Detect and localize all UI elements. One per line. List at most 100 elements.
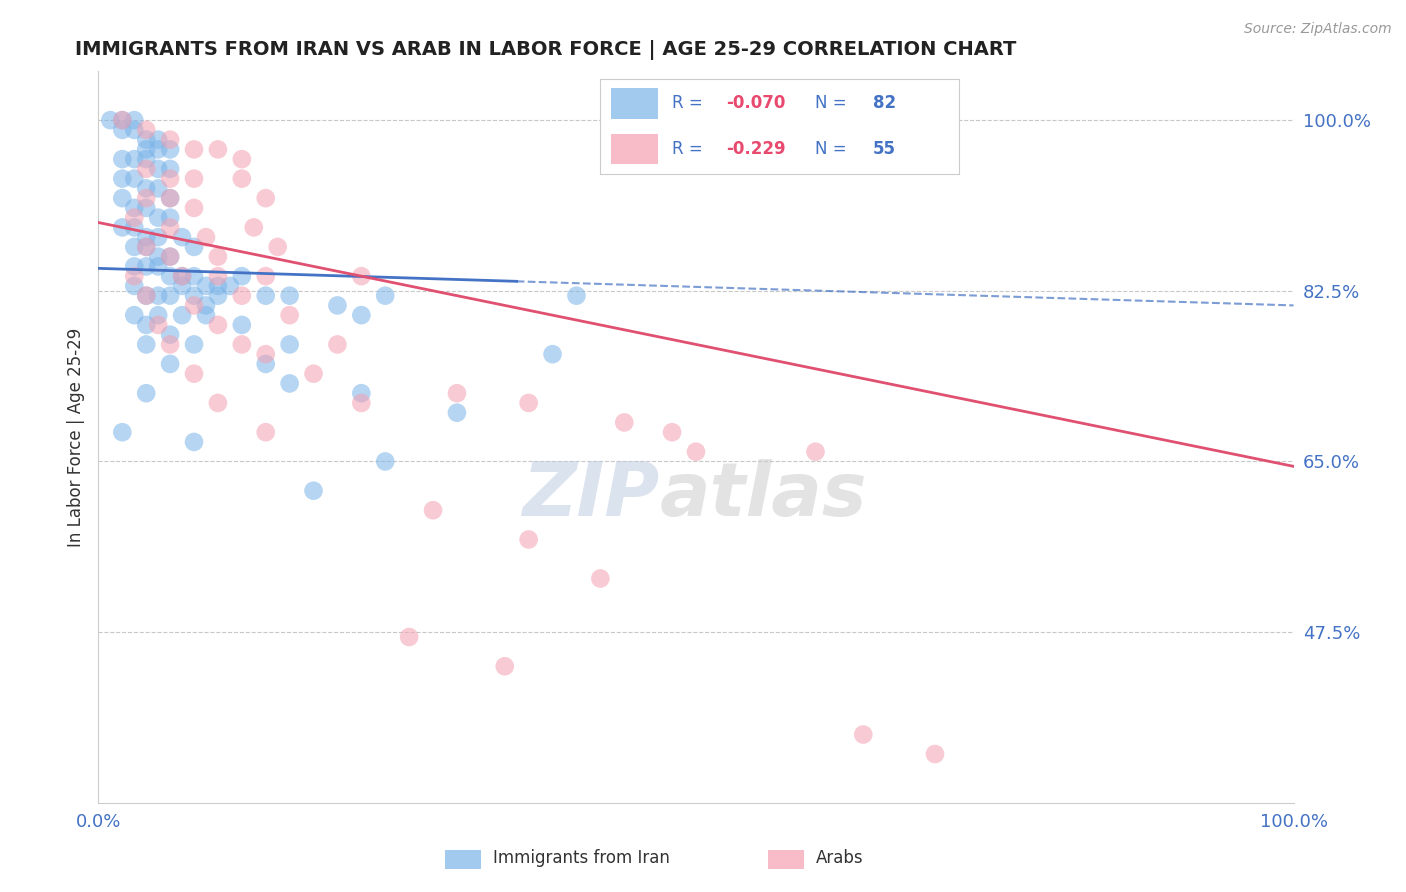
Point (159, 337, 181, 351)
Point (124, 308, 146, 322)
Point (172, 279, 194, 293)
Point (207, 279, 229, 293)
Point (135, 230, 157, 244)
Point (195, 279, 218, 293)
Point (517, 396, 540, 410)
Point (350, 269, 373, 284)
Point (135, 201, 157, 215)
Text: Source: ZipAtlas.com: Source: ZipAtlas.com (1244, 22, 1392, 37)
Point (231, 152, 253, 166)
Point (148, 250, 170, 264)
Point (111, 113, 134, 128)
Point (135, 240, 157, 254)
Text: ZIP: ZIP (523, 459, 661, 533)
Point (159, 191, 181, 205)
Point (231, 318, 253, 332)
Text: atlas: atlas (661, 459, 868, 533)
Point (111, 113, 134, 128)
Point (124, 113, 146, 128)
Point (111, 171, 134, 186)
Point (183, 240, 205, 254)
Point (159, 250, 181, 264)
Point (135, 152, 157, 166)
Point (278, 337, 301, 351)
Point (159, 171, 181, 186)
Point (148, 142, 170, 156)
Point (207, 396, 229, 410)
Point (183, 434, 205, 449)
Point (148, 133, 170, 147)
Point (195, 230, 218, 244)
Point (183, 288, 205, 302)
FancyBboxPatch shape (446, 850, 481, 869)
Point (124, 260, 146, 274)
Point (159, 327, 181, 342)
Point (159, 142, 181, 156)
Point (494, 659, 516, 673)
Point (135, 161, 157, 176)
Point (159, 269, 181, 284)
Point (124, 220, 146, 235)
Point (254, 347, 277, 361)
Point (135, 318, 157, 332)
Point (446, 386, 468, 401)
Point (124, 279, 146, 293)
Point (207, 142, 229, 156)
Point (219, 279, 242, 293)
Point (254, 191, 277, 205)
Point (183, 298, 205, 312)
Point (350, 386, 373, 401)
Point (183, 337, 205, 351)
Point (231, 337, 253, 351)
Point (278, 376, 301, 391)
Y-axis label: In Labor Force | Age 25-29: In Labor Force | Age 25-29 (66, 327, 84, 547)
Point (350, 308, 373, 322)
Point (243, 220, 266, 235)
Point (195, 308, 218, 322)
Point (148, 161, 170, 176)
Point (172, 230, 194, 244)
Point (159, 357, 181, 371)
Point (613, 416, 636, 430)
Point (278, 308, 301, 322)
Point (111, 425, 134, 440)
Point (207, 288, 229, 302)
Point (135, 191, 157, 205)
Point (422, 503, 444, 517)
Point (124, 269, 146, 284)
Point (159, 191, 181, 205)
Point (589, 572, 612, 586)
Point (326, 298, 349, 312)
Point (111, 191, 134, 205)
Point (148, 318, 170, 332)
Point (148, 308, 170, 322)
Point (124, 240, 146, 254)
Point (398, 630, 420, 644)
Point (124, 211, 146, 225)
FancyBboxPatch shape (768, 850, 804, 869)
Point (254, 269, 277, 284)
Point (111, 220, 134, 235)
Point (159, 161, 181, 176)
Text: Immigrants from Iran: Immigrants from Iran (494, 848, 669, 867)
Point (374, 454, 396, 468)
Point (124, 152, 146, 166)
Point (183, 142, 205, 156)
Point (302, 483, 325, 498)
Point (135, 288, 157, 302)
Point (254, 425, 277, 440)
Point (231, 171, 253, 186)
Point (254, 357, 277, 371)
Point (207, 250, 229, 264)
Point (302, 367, 325, 381)
Point (183, 367, 205, 381)
Point (517, 533, 540, 547)
Point (148, 288, 170, 302)
Point (159, 211, 181, 225)
Point (350, 396, 373, 410)
Point (195, 298, 218, 312)
Point (148, 181, 170, 195)
Point (172, 269, 194, 284)
Point (326, 337, 349, 351)
Point (207, 318, 229, 332)
